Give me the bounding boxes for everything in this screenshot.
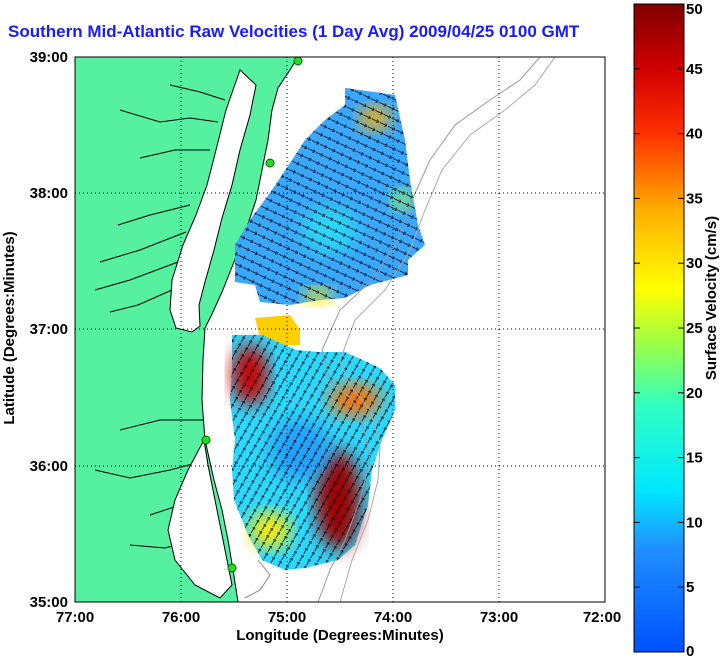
y-axis-label: Latitude (Degrees:Minutes)	[1, 231, 18, 424]
grid-lines	[75, 57, 605, 602]
colorbar-tick-label: 10	[686, 514, 703, 531]
colorbar-tick-label: 25	[686, 320, 703, 337]
map-area	[75, 57, 605, 602]
x-tick-label: 77:00	[56, 609, 94, 626]
radar-station-marker	[201, 435, 211, 445]
colorbar-tick-label: 20	[686, 385, 703, 402]
bathymetry-contour	[244, 559, 271, 599]
x-tick-label: 74:00	[374, 609, 412, 626]
x-axis-label: Longitude (Degrees:Minutes)	[236, 627, 444, 644]
y-axis: 39:00 38:00 37:00 36:00 35:00 Latitude (…	[1, 49, 68, 611]
x-axis: 77:00 76:00 75:00 74:00 73:00 72:00 Long…	[56, 609, 621, 644]
colorbar-tick-label: 45	[686, 61, 703, 78]
colorbar: 0 5 10 15 20 25 30 35 40 45 50 Surface Velocity (c…	[633, 1, 720, 659]
radar-station-marker	[293, 57, 303, 66]
colorbar-tick-label: 0	[686, 643, 694, 659]
colorbar-tick-label: 30	[686, 255, 703, 272]
x-tick-label: 76:00	[162, 609, 200, 626]
y-tick-label: 39:00	[30, 49, 68, 66]
vector-arrows-north	[235, 88, 425, 305]
colorbar-label: Surface Velocity (cm/s)	[703, 216, 720, 380]
colorbar-tick-label: 50	[686, 1, 703, 18]
colorbar-tick-label: 15	[686, 450, 703, 467]
colorbar-gradient	[633, 3, 685, 653]
plot-frame	[74, 56, 606, 603]
colorbar-tick-label: 35	[686, 190, 703, 207]
x-tick-label: 75:00	[268, 609, 306, 626]
pamlico-sound	[167, 438, 233, 599]
radar-station-marker	[265, 158, 275, 168]
y-tick-label: 35:00	[30, 594, 68, 611]
x-tick-label: 72:00	[583, 609, 621, 626]
bathymetry-contour	[317, 57, 541, 602]
colorbar-tick-label: 40	[686, 126, 703, 143]
x-tick-label: 73:00	[480, 609, 518, 626]
radar-station-marker	[227, 563, 237, 573]
bathymetry-contour	[339, 57, 556, 602]
y-tick-label: 38:00	[30, 185, 68, 202]
colorbar-tick-label: 5	[686, 579, 694, 596]
vector-arrows-south	[230, 335, 395, 570]
y-tick-label: 36:00	[30, 458, 68, 475]
y-tick-label: 37:00	[30, 321, 68, 338]
map-title: Southern Mid-Atlantic Raw Velocities (1 …	[8, 22, 580, 41]
